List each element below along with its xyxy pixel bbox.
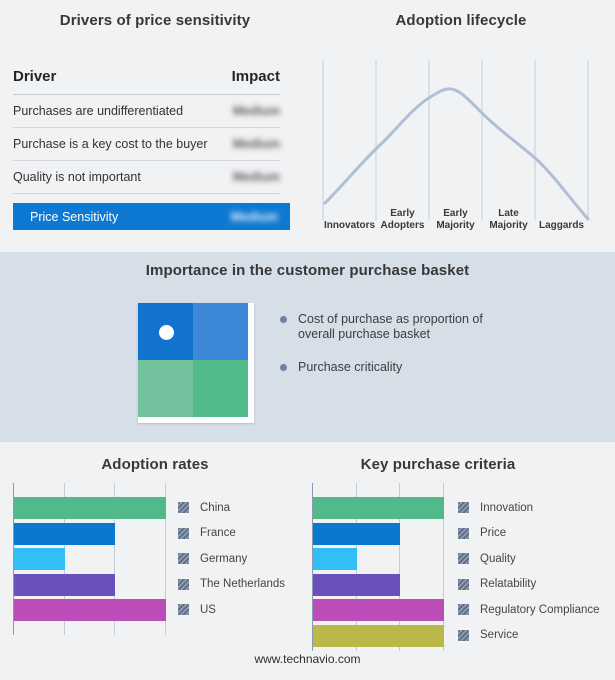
bar-relatability (313, 573, 400, 596)
basket-bullet-list: Cost of purchase as proportion of overal… (280, 312, 485, 393)
hatched-swatch-icon (458, 527, 469, 539)
bar-innovation (313, 497, 444, 519)
quadrant-bottom-right (193, 360, 248, 417)
bullet-item: Purchase criticality (280, 360, 485, 375)
bar-the-netherlands (14, 573, 115, 596)
legend-item: Germany (178, 546, 285, 572)
gridline (165, 483, 166, 635)
stage-label: Innovators (323, 220, 376, 232)
hatched-swatch-icon (178, 502, 189, 514)
quadrant-bottom-left (138, 360, 193, 417)
hatched-swatch-icon (178, 578, 189, 590)
legend-label: US (200, 603, 216, 616)
drivers-table-header: Driver Impact (13, 68, 280, 95)
bar-price (313, 522, 400, 545)
legend-item: Innovation (458, 495, 600, 521)
gridline (114, 483, 115, 635)
stage-label: Early Adopters (380, 208, 425, 232)
legend-item: France (178, 521, 285, 547)
legend-item: Regulatory Compliance (458, 597, 600, 623)
driver-cell: Purchases are undifferentiated (13, 104, 184, 118)
hatched-swatch-icon (178, 604, 189, 616)
bar-germany (14, 548, 65, 570)
hatched-swatch-icon (458, 553, 469, 565)
driver-row: Purchase is a key cost to the buyer Mediu… (13, 128, 280, 161)
legend-label: Germany (200, 552, 248, 565)
legend-item: US (178, 597, 285, 623)
drivers-table: Driver Impact Purchases are undifferenti… (13, 68, 280, 194)
key-purchase-criteria-legend: Innovation Price Quality Relatability Regula… (458, 495, 600, 648)
bullet-dot-icon (280, 364, 287, 371)
legend-label: Relatability (480, 578, 537, 591)
hatched-swatch-icon (458, 502, 469, 514)
highlight-row-impact-value: Medium (230, 209, 278, 224)
bar-france (14, 522, 115, 545)
technavio-url: www.technavio.com (254, 652, 361, 666)
legend-label: Price (480, 527, 507, 540)
lifecycle-title: Adoption lifecycle (395, 12, 527, 29)
driver-cell: Quality is not important (13, 170, 141, 184)
stage-label: Late Majority (489, 208, 528, 232)
gridline (399, 483, 400, 651)
driver-row: Purchases are undifferentiated Medium (13, 95, 280, 128)
highlight-row-label: Price Sensitivity (30, 209, 119, 224)
legend-item: Service (458, 623, 600, 649)
adoption-rates-title: Adoption rates (101, 456, 209, 473)
hatched-swatch-icon (178, 527, 189, 539)
driver-row: Quality is not important Medium (13, 161, 280, 194)
legend-item: Price (458, 521, 600, 547)
legend-label: France (200, 527, 236, 540)
key-purchase-criteria-plot (312, 483, 444, 651)
bar-china (14, 497, 166, 519)
y-axis-line (13, 483, 14, 635)
stage-label: Early Majority (436, 208, 475, 232)
hatched-swatch-icon (458, 604, 469, 616)
impact-value-blurred: Medium (232, 137, 280, 151)
legend-item: China (178, 495, 285, 521)
quadrant-matrix (138, 303, 254, 423)
drivers-title: Drivers of price sensitivity (59, 12, 251, 29)
position-marker-dot (159, 325, 174, 340)
legend-item: The Netherlands (178, 572, 285, 598)
quadrant-top-right (193, 303, 248, 360)
hatched-swatch-icon (458, 578, 469, 590)
legend-label: Innovation (480, 501, 534, 514)
adoption-lifecycle-chart (322, 60, 590, 221)
hatched-swatch-icon (178, 553, 189, 565)
price-sensitivity-highlight-row: Price Sensitivity Medium (13, 203, 290, 230)
legend-item: Quality (458, 546, 600, 572)
driver-cell: Purchase is a key cost to the buyer (13, 137, 208, 151)
legend-label: China (200, 501, 231, 514)
bar-regulatory-compliance (313, 599, 444, 621)
bullet-dot-icon (280, 316, 287, 323)
hatched-swatch-icon (458, 629, 469, 641)
y-axis-line (312, 483, 313, 651)
purchase-basket-band (0, 252, 615, 442)
legend-label: Regulatory Compliance (480, 603, 600, 616)
adoption-rates-plot (13, 483, 166, 635)
stage-label: Laggards (538, 220, 584, 232)
key-purchase-criteria-title: Key purchase criteria (360, 456, 516, 473)
lifecycle-gridlines (322, 60, 589, 220)
bar-us (14, 599, 166, 621)
bar-quality (313, 548, 357, 570)
impact-value-blurred: Medium (232, 170, 280, 184)
bullet-text: Cost of purchase as proportion of overal… (298, 312, 483, 341)
impact-column-header: Impact (231, 68, 280, 85)
legend-label: Service (480, 629, 519, 642)
driver-column-header: Driver (13, 68, 57, 85)
adoption-rates-legend: China France Germany The Netherlands US (178, 495, 285, 623)
basket-title: Importance in the customer purchase bask… (145, 262, 470, 279)
impact-value-blurred: Medium (232, 104, 280, 118)
lifecycle-stage-labels: Innovators Early Adopters Early Majority La… (323, 196, 588, 232)
bullet-text: Purchase criticality (298, 360, 403, 374)
legend-label: The Netherlands (200, 578, 286, 591)
gridline (443, 483, 444, 651)
legend-item: Relatability (458, 572, 600, 598)
bullet-item: Cost of purchase as proportion of overal… (280, 312, 485, 342)
bell-curve (323, 87, 590, 221)
bar-service (313, 624, 444, 647)
legend-label: Quality (480, 552, 516, 565)
